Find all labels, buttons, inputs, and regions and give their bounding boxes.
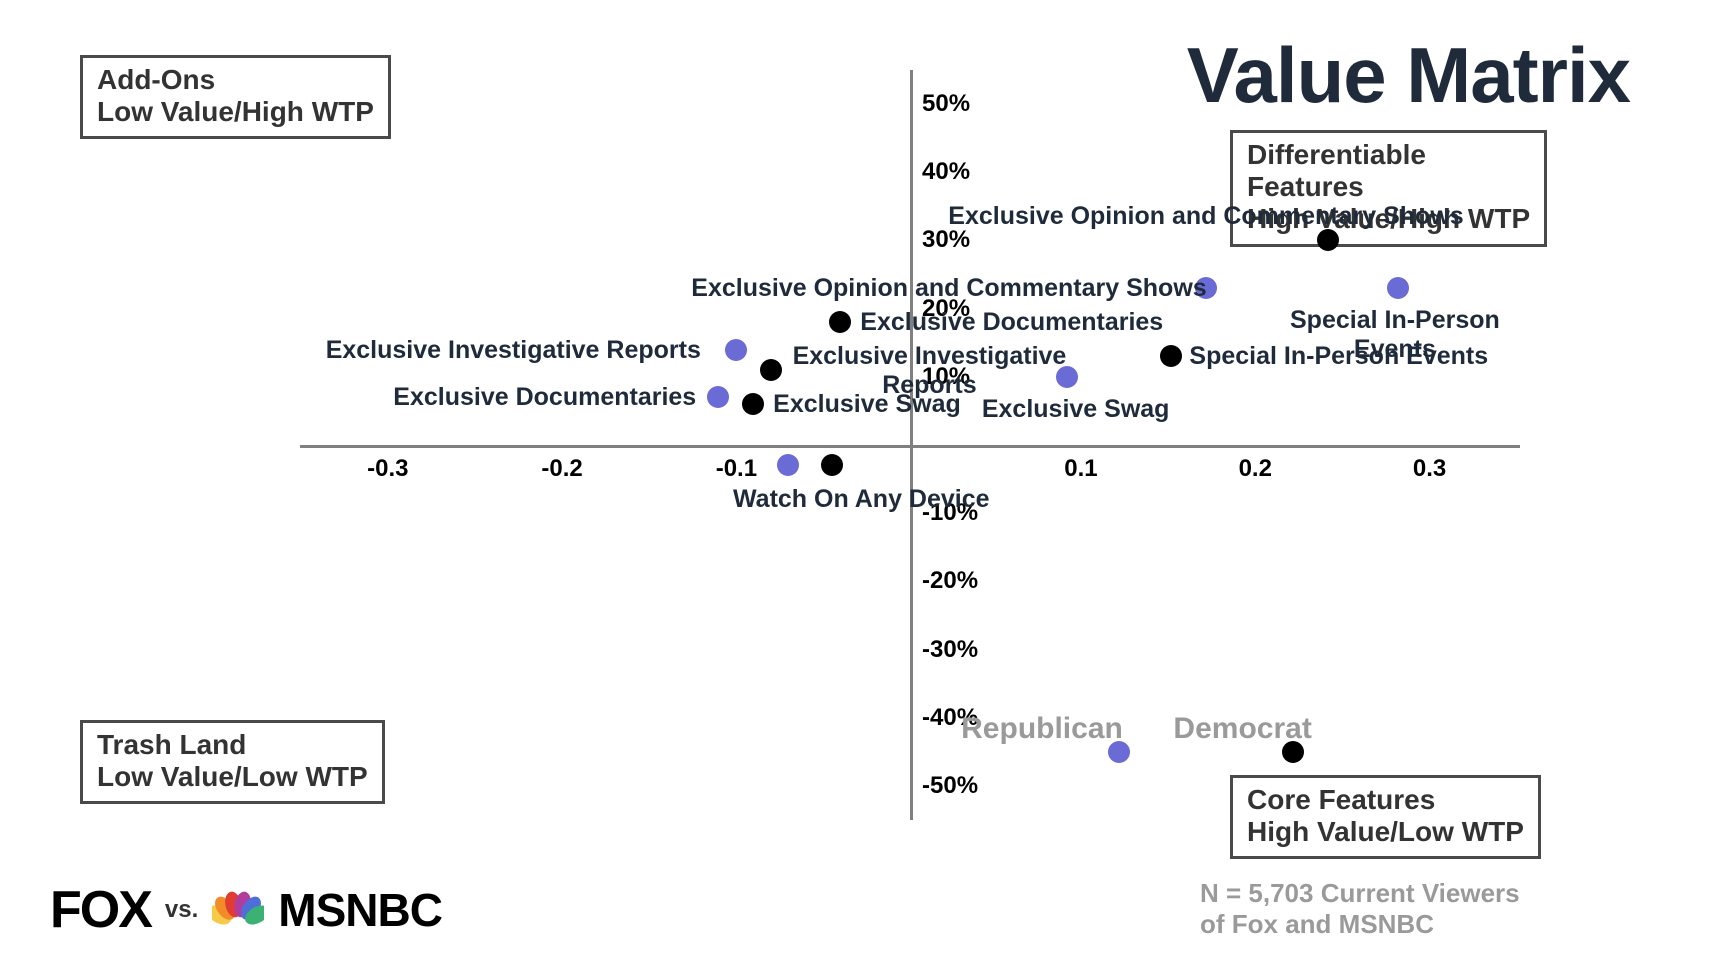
scatter-point-label: Exclusive Documentaries <box>393 383 696 412</box>
scatter-point-label: Democrat <box>1173 712 1311 746</box>
scatter-point-label: Special In-Person Events <box>1189 342 1488 371</box>
scatter-point-label: Exclusive Opinion and Commentary Shows <box>691 274 1206 303</box>
scatter-point <box>707 386 729 408</box>
quadrant-box-top-left: Add-Ons Low Value/High WTP <box>80 55 391 139</box>
scatter-point <box>777 454 799 476</box>
scatter-point <box>1056 366 1078 388</box>
x-tick-label: -0.2 <box>541 455 582 483</box>
scatter-point-label: Exclusive Swag <box>773 390 961 419</box>
y-axis-line <box>910 70 913 820</box>
x-tick-label: -0.3 <box>367 455 408 483</box>
y-tick-label: -20% <box>922 567 978 595</box>
x-tick-label: 0.3 <box>1413 455 1446 483</box>
y-tick-label: -30% <box>922 636 978 664</box>
quadrant-box-bottom-right: Core Features High Value/Low WTP <box>1230 775 1541 859</box>
vs-text: vs. <box>165 896 198 924</box>
scatter-point <box>1387 277 1409 299</box>
x-tick-label: 0.2 <box>1239 455 1272 483</box>
scatter-point <box>1160 345 1182 367</box>
scatter-point <box>760 359 782 381</box>
scatter-point-label: Exclusive Swag <box>982 395 1170 424</box>
x-tick-label: 0.1 <box>1064 455 1097 483</box>
scatter-point <box>725 339 747 361</box>
msnbc-logo-text: MSNBC <box>278 883 442 937</box>
y-tick-label: 50% <box>922 90 970 118</box>
peacock-icon <box>212 886 264 935</box>
brand-legend: FOX vs. MSNBC <box>50 880 442 940</box>
y-tick-label: 40% <box>922 158 970 186</box>
scatter-point <box>1317 229 1339 251</box>
scatter-point <box>821 454 843 476</box>
quadrant-box-bottom-left: Trash Land Low Value/Low WTP <box>80 720 385 804</box>
scatter-point <box>829 311 851 333</box>
x-tick-label: -0.1 <box>716 455 757 483</box>
scatter-point-label: Exclusive Opinion and Commentary Shows <box>948 202 1463 231</box>
y-tick-label: -50% <box>922 772 978 800</box>
scatter-point-label: Exclusive Documentaries <box>860 308 1163 337</box>
scatter-point-label: Republican <box>961 712 1123 746</box>
value-matrix-chart: Value Matrix Add-Ons Low Value/High WTP … <box>0 0 1730 970</box>
chart-title: Value Matrix <box>1187 30 1630 121</box>
fox-logo-text: FOX <box>50 880 151 940</box>
scatter-point-label: Watch On Any Device <box>733 485 990 514</box>
scatter-point-label: Exclusive Investigative Reports <box>326 336 701 365</box>
sample-size-footnote: N = 5,703 Current Viewers of Fox and MSN… <box>1200 878 1620 940</box>
scatter-point <box>742 393 764 415</box>
